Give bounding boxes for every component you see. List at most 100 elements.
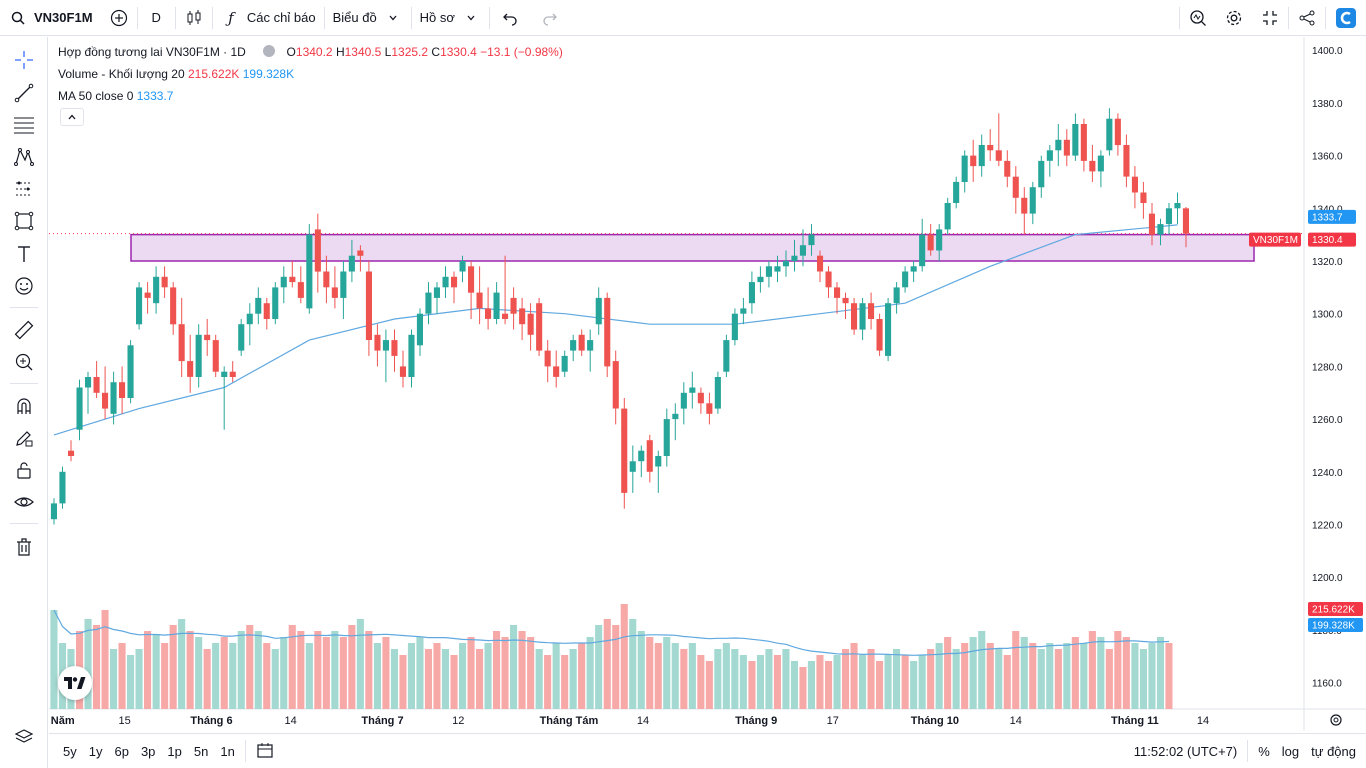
candle-body xyxy=(731,313,738,341)
price-tick: 1340.0 xyxy=(1312,204,1343,215)
candle-body xyxy=(1106,118,1113,151)
candle-body xyxy=(459,261,466,272)
trash-icon[interactable] xyxy=(12,535,36,559)
close-price-tag: 1330.4 xyxy=(1312,235,1343,246)
percent-scale-toggle[interactable]: % xyxy=(1258,743,1270,759)
candle-body xyxy=(748,282,755,304)
auto-scale-toggle[interactable]: tự động xyxy=(1311,743,1356,759)
indicators-button[interactable]: ƒ Các chỉ báo xyxy=(213,0,324,36)
magnet-icon[interactable] xyxy=(12,394,36,418)
candle-body xyxy=(365,271,372,340)
time-tick: Tháng 10 xyxy=(911,715,959,727)
volume-bar xyxy=(246,625,254,709)
volume-bar xyxy=(382,637,390,709)
range-6p[interactable]: 6p xyxy=(114,743,129,759)
volume-bar xyxy=(1046,643,1054,709)
divider xyxy=(136,6,138,29)
candle-body xyxy=(144,292,151,298)
candle-body xyxy=(629,461,636,472)
volume-bar xyxy=(569,649,577,709)
undo-button[interactable] xyxy=(490,0,530,36)
fullscreen-icon xyxy=(1260,8,1280,28)
time-tick: 15 xyxy=(118,715,130,727)
range-5y[interactable]: 5y xyxy=(63,743,77,759)
range-1p[interactable]: 1p xyxy=(167,743,182,759)
fib-lines-icon[interactable] xyxy=(12,113,36,137)
compare-button[interactable] xyxy=(101,0,137,36)
volume-bar xyxy=(1165,643,1173,709)
candle-body xyxy=(297,282,304,298)
candle-body xyxy=(289,276,296,283)
text-icon[interactable] xyxy=(12,242,36,266)
collapse-legend-button[interactable] xyxy=(60,108,84,126)
chart-menu-label: Biểu đồ xyxy=(332,10,377,25)
chart-canvas[interactable]: 1400.0 1380.0 1360.0 1340.0 1320.0 1300.0 1280… xyxy=(28,37,1366,731)
redo-button[interactable] xyxy=(530,0,570,36)
log-scale-toggle[interactable]: log xyxy=(1281,743,1300,759)
range-3p[interactable]: 3p xyxy=(140,743,156,759)
candle-body xyxy=(280,276,287,288)
candle-body xyxy=(382,340,389,351)
candle-body xyxy=(885,303,892,356)
quick-search-button[interactable] xyxy=(1180,0,1216,36)
go-to-date-button[interactable] xyxy=(250,741,280,762)
candle-body xyxy=(868,303,875,319)
share-button[interactable] xyxy=(1289,0,1325,36)
tradingview-logo[interactable] xyxy=(58,666,92,700)
emoji-icon[interactable] xyxy=(12,274,36,298)
candle-body xyxy=(953,181,960,203)
volume-legend[interactable]: Volume - Khối lượng 20 215.622K 199.328K xyxy=(58,67,294,81)
candle-body xyxy=(970,155,977,167)
candle-body xyxy=(442,276,449,288)
main-series-legend[interactable]: Hợp đồng tương lai VN30F1M · 1D O1340.2 … xyxy=(58,45,563,59)
price-tick: 1240.0 xyxy=(1312,468,1343,479)
object-tree-icon[interactable] xyxy=(12,725,36,749)
range-1y[interactable]: 1y xyxy=(88,743,103,759)
zoom-in-icon[interactable] xyxy=(12,350,36,374)
candle-body xyxy=(76,387,83,430)
eye-icon[interactable] xyxy=(12,490,36,514)
range-5n[interactable]: 5n xyxy=(193,743,209,759)
price-tick: 1380.0 xyxy=(1312,99,1343,110)
lock-icon[interactable] xyxy=(12,458,36,482)
profile-menu-button[interactable]: Hồ sơ xyxy=(412,0,489,36)
crosshair-icon[interactable] xyxy=(12,48,36,72)
candle-body xyxy=(536,303,543,351)
brand-logo[interactable] xyxy=(1326,0,1366,36)
ruler-icon[interactable] xyxy=(12,318,36,342)
candle-body xyxy=(1063,139,1070,156)
time-tick: 14 xyxy=(1197,715,1209,727)
candle-body xyxy=(59,471,66,504)
divider xyxy=(211,6,213,29)
timezone-clock[interactable]: 11:52:02 (UTC+7) xyxy=(1133,743,1238,759)
pattern-icon[interactable] xyxy=(12,145,36,169)
hide-series-icon[interactable] xyxy=(263,45,276,57)
ma-legend[interactable]: MA 50 close 0 1333.7 xyxy=(58,89,173,103)
candle-body xyxy=(229,371,236,377)
volume-bar xyxy=(876,661,884,709)
forecast-icon[interactable] xyxy=(12,177,36,201)
redo-icon xyxy=(540,8,560,28)
candle-body xyxy=(578,334,585,351)
candle-body xyxy=(425,292,432,314)
candle-body xyxy=(621,408,628,493)
fullscreen-button[interactable] xyxy=(1252,0,1288,36)
interval-button[interactable]: D xyxy=(138,0,175,36)
settings-button[interactable] xyxy=(1216,0,1252,36)
candle-body xyxy=(348,255,355,272)
pencil-lock-icon[interactable] xyxy=(12,426,36,450)
chart-pane[interactable]: 1400.0 1380.0 1360.0 1340.0 1320.0 1300.0 1280… xyxy=(28,37,1366,731)
range-1n[interactable]: 1n xyxy=(220,743,235,759)
chart-menu-button[interactable]: Biểu đồ xyxy=(325,0,411,36)
symbol-search[interactable]: VN30F1M xyxy=(0,0,101,36)
volume-bar xyxy=(773,655,781,709)
volume-bar xyxy=(195,637,203,709)
candle-body xyxy=(510,297,517,314)
chart-type-button[interactable] xyxy=(176,0,212,36)
trend-line-icon[interactable] xyxy=(12,81,36,105)
support-zone-rectangle xyxy=(130,233,1255,262)
candle-body xyxy=(774,266,781,272)
candle-body xyxy=(765,266,772,277)
rectangle-icon[interactable] xyxy=(12,209,36,233)
volume-bar xyxy=(688,643,696,709)
